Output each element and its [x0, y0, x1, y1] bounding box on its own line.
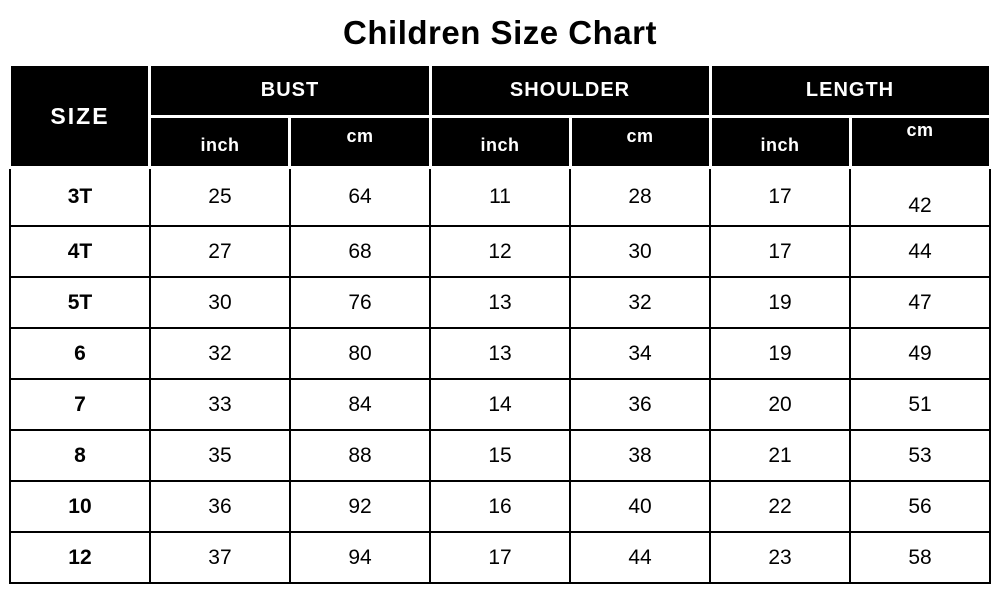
data-cell: 16	[429, 480, 571, 533]
size-cell: 8	[8, 429, 151, 482]
table-row: 12 37 94 17 44 23 58	[8, 531, 992, 584]
column-header-size: SIZE	[8, 63, 152, 169]
unit-label: cm	[626, 125, 654, 146]
data-cell: 13	[429, 276, 571, 329]
size-cell: 7	[8, 378, 151, 431]
data-cell: 64	[288, 166, 432, 227]
data-cell: 42	[849, 166, 992, 227]
children-size-table: SIZE BUST SHOULDER LENGTH inch cm inch c…	[8, 63, 992, 584]
data-cell: 76	[288, 276, 432, 329]
data-cell: 58	[849, 531, 992, 584]
data-cell: 53	[849, 429, 992, 482]
data-cell: 13	[429, 327, 571, 380]
data-cell: 51	[849, 378, 992, 431]
data-cell: 44	[568, 531, 712, 584]
table-row: 3T 25 64 11 28 17 42	[8, 166, 992, 227]
data-cell: 22	[709, 480, 852, 533]
table-body: 3T 25 64 11 28 17 42 4T 27 68 12 30 17 4…	[8, 166, 992, 584]
size-cell: 6	[8, 327, 151, 380]
size-cell: 3T	[8, 166, 151, 227]
unit-label: inch	[480, 134, 520, 155]
data-cell: 33	[148, 378, 291, 431]
data-cell: 32	[568, 276, 712, 329]
table-row: 7 33 84 14 36 20 51	[8, 378, 992, 431]
data-cell: 30	[568, 225, 712, 278]
unit-header-row: inch cm inch cm inch cm	[10, 115, 992, 169]
data-cell: 17	[429, 531, 571, 584]
data-cell: 88	[288, 429, 432, 482]
data-cell: 84	[288, 378, 432, 431]
data-cell: 23	[709, 531, 852, 584]
data-cell: 44	[849, 225, 992, 278]
unit-header-bust-cm: cm	[288, 115, 432, 169]
group-header-shoulder: SHOULDER	[428, 63, 712, 118]
data-cell: 47	[849, 276, 992, 329]
data-cell: 80	[288, 327, 432, 380]
unit-header-bust-inch: inch	[148, 115, 292, 169]
unit-label: cm	[906, 119, 934, 140]
data-cell: 12	[429, 225, 571, 278]
data-cell: 32	[148, 327, 291, 380]
data-cell: 94	[288, 531, 432, 584]
data-cell: 49	[849, 327, 992, 380]
data-cell: 15	[429, 429, 571, 482]
table-row: 4T 27 68 12 30 17 44	[8, 225, 992, 278]
size-cell: 5T	[8, 276, 151, 329]
group-header-bust: BUST	[148, 63, 432, 118]
data-cell: 25	[148, 166, 291, 227]
table-row: 10 36 92 16 40 22 56	[8, 480, 992, 533]
data-cell: 19	[709, 276, 852, 329]
size-cell: 4T	[8, 225, 151, 278]
unit-header-shoulder-inch: inch	[428, 115, 572, 169]
data-cell: 28	[568, 166, 712, 227]
page-title: Children Size Chart	[343, 14, 657, 51]
table-row: 8 35 88 15 38 21 53	[8, 429, 992, 482]
data-cell: 34	[568, 327, 712, 380]
data-cell: 30	[148, 276, 291, 329]
data-cell: 37	[148, 531, 291, 584]
unit-header-shoulder-cm: cm	[568, 115, 712, 169]
size-cell: 10	[8, 480, 151, 533]
size-cell: 12	[8, 531, 151, 584]
data-cell: 17	[709, 225, 852, 278]
data-cell: 36	[568, 378, 712, 431]
unit-header-length-inch: inch	[708, 115, 852, 169]
data-cell: 38	[568, 429, 712, 482]
unit-label: inch	[760, 134, 800, 155]
data-cell: 56	[849, 480, 992, 533]
data-cell: 27	[148, 225, 291, 278]
data-cell: 19	[709, 327, 852, 380]
group-header-length: LENGTH	[708, 63, 992, 118]
unit-label: inch	[200, 134, 240, 155]
table-row: 6 32 80 13 34 19 49	[8, 327, 992, 380]
data-cell: 40	[568, 480, 712, 533]
data-cell: 35	[148, 429, 291, 482]
table-header: SIZE BUST SHOULDER LENGTH inch cm inch c…	[8, 63, 992, 169]
unit-header-length-cm: cm	[848, 115, 992, 169]
data-cell: 14	[429, 378, 571, 431]
data-cell: 20	[709, 378, 852, 431]
data-cell: 92	[288, 480, 432, 533]
table-row: 5T 30 76 13 32 19 47	[8, 276, 992, 329]
data-cell: 17	[709, 166, 852, 227]
data-cell: 36	[148, 480, 291, 533]
data-cell: 11	[429, 166, 571, 227]
group-header-row: SIZE BUST SHOULDER LENGTH	[8, 63, 992, 169]
data-cell: 21	[709, 429, 852, 482]
data-cell: 68	[288, 225, 432, 278]
unit-label: cm	[346, 125, 374, 146]
